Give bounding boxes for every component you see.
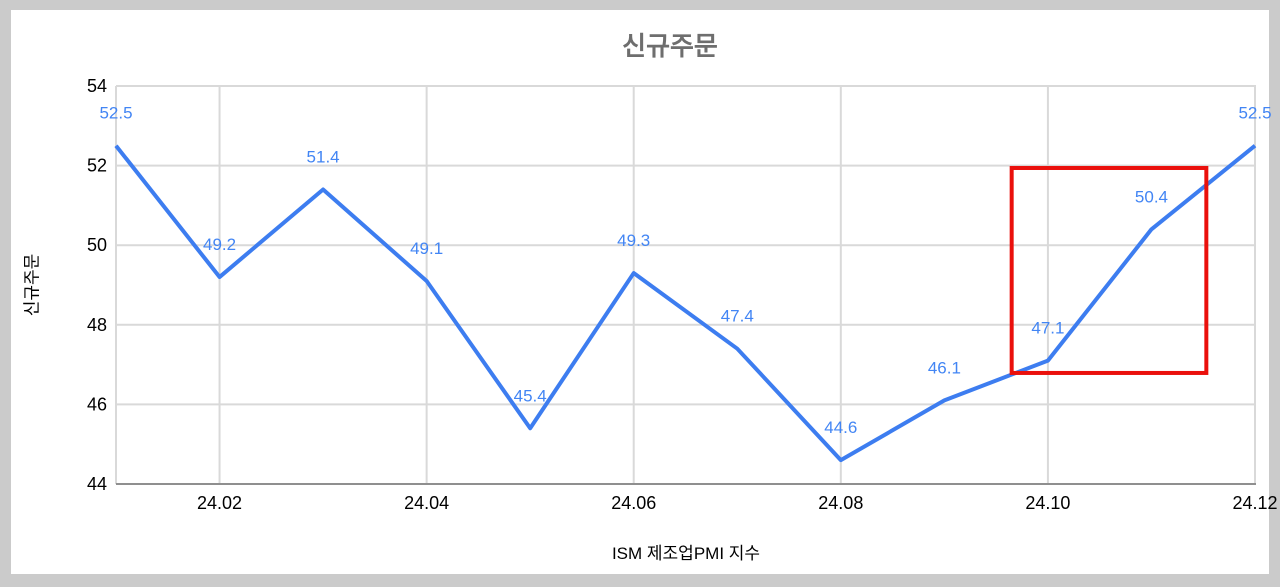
data-label: 46.1 [928, 358, 961, 377]
x-axis-title: ISM 제조업PMI 지수 [611, 544, 761, 563]
data-label: 49.3 [617, 231, 650, 250]
chart-panel [11, 10, 1269, 574]
data-label: 51.4 [307, 147, 340, 166]
y-tick-label: 48 [87, 315, 107, 335]
data-label: 44.6 [824, 418, 857, 437]
series-line [114, 144, 1257, 463]
data-label: 45.4 [514, 386, 547, 405]
chart-title: 신규주문 [622, 31, 718, 61]
data-label: 49.1 [410, 239, 443, 258]
y-tick-label: 50 [87, 235, 107, 255]
data-label: 47.4 [721, 307, 754, 326]
x-tick-label: 24.08 [818, 493, 863, 513]
data-label: 49.2 [203, 235, 236, 254]
data-label: 52.5 [99, 104, 132, 123]
data-label: 52.5 [1238, 104, 1271, 123]
x-tick-label: 24.10 [1025, 493, 1070, 513]
data-label: 50.4 [1135, 187, 1168, 206]
x-tick-label: 24.04 [404, 493, 449, 513]
y-tick-label: 44 [87, 474, 107, 494]
x-tick-label: 24.06 [611, 493, 656, 513]
y-tick-label: 52 [87, 156, 107, 176]
y-tick-label: 46 [87, 394, 107, 414]
x-tick-label: 24.12 [1232, 493, 1277, 513]
data-label: 47.1 [1031, 319, 1064, 338]
y-tick-label: 54 [87, 76, 107, 96]
highlight-box [1009, 165, 1209, 375]
x-tick-label: 24.02 [197, 493, 242, 513]
